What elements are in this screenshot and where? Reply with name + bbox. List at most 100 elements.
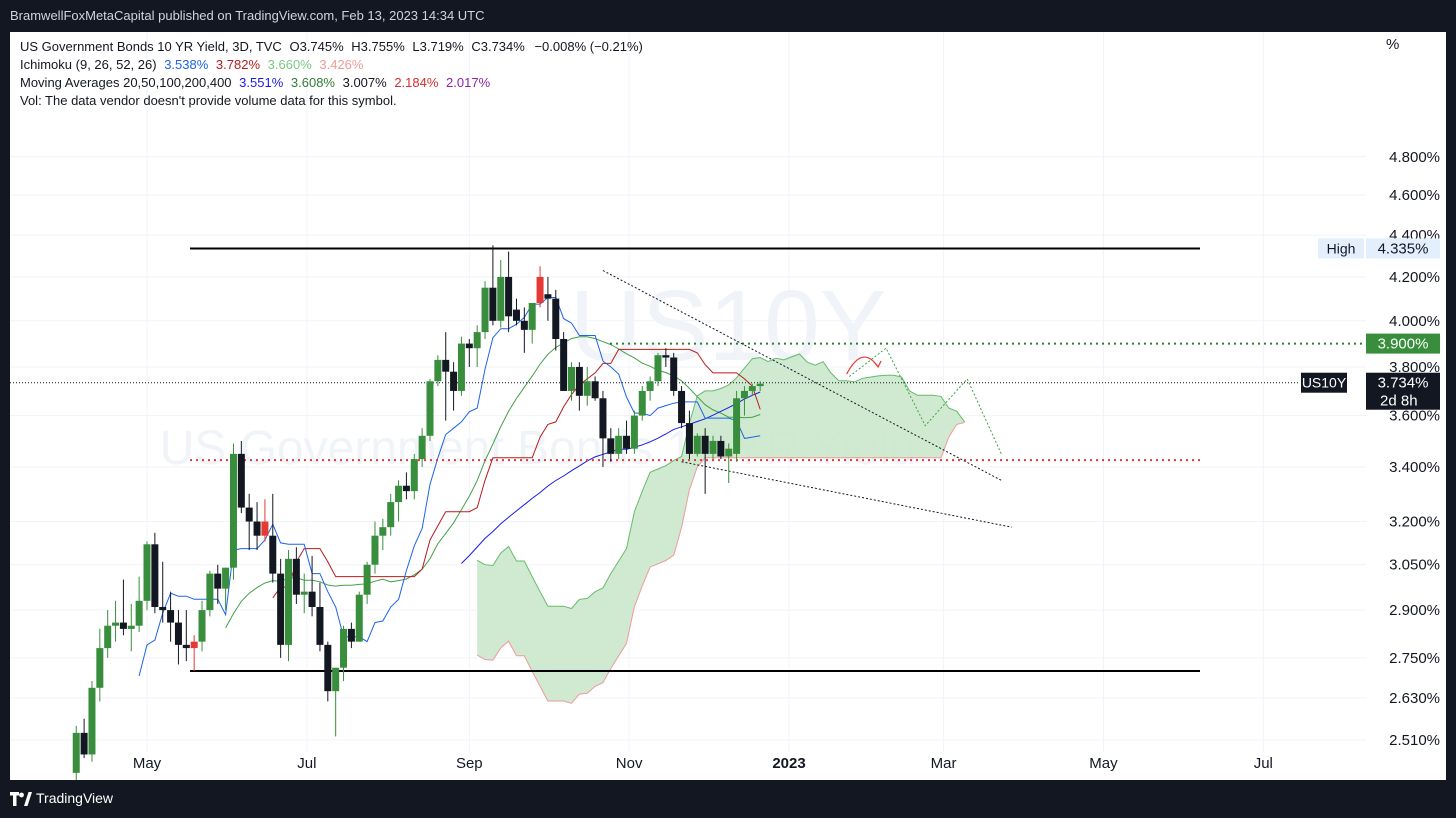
candle[interactable]	[709, 440, 717, 454]
upper-trend-line[interactable]	[602, 270, 1002, 481]
candle[interactable]	[630, 415, 638, 449]
candle[interactable]	[143, 544, 151, 601]
candle[interactable]	[387, 502, 395, 528]
candle[interactable]	[292, 558, 300, 595]
candle[interactable]	[623, 435, 631, 449]
candle[interactable]	[544, 294, 552, 299]
candle[interactable]	[434, 359, 442, 382]
candle[interactable]	[457, 343, 465, 391]
candle[interactable]	[442, 359, 450, 372]
candle[interactable]	[497, 276, 505, 321]
candle[interactable]	[678, 390, 686, 424]
candle[interactable]	[733, 398, 741, 454]
candle[interactable]	[222, 567, 230, 589]
candle[interactable]	[512, 309, 520, 321]
candle[interactable]	[450, 371, 458, 391]
candle[interactable]	[229, 453, 237, 568]
candle[interactable]	[717, 440, 725, 457]
candle[interactable]	[520, 320, 528, 330]
candle[interactable]	[725, 448, 733, 457]
candle[interactable]	[277, 573, 285, 645]
candle[interactable]	[371, 535, 379, 565]
candle[interactable]	[167, 610, 175, 623]
footer-brand[interactable]: TradingView	[36, 790, 114, 806]
legend-low: L3.719%	[412, 39, 464, 54]
legend-ichimoku-row[interactable]: Ichimoku (9, 26, 52, 26) 3.538% 3.782% 3…	[20, 56, 643, 74]
candle[interactable]	[324, 644, 332, 692]
candle[interactable]	[174, 622, 182, 645]
candle[interactable]	[269, 535, 277, 574]
candle[interactable]	[340, 628, 348, 668]
candle[interactable]	[119, 622, 127, 629]
candle[interactable]	[127, 625, 135, 629]
candle[interactable]	[528, 302, 536, 330]
candle[interactable]	[426, 381, 434, 436]
candle[interactable]	[607, 438, 615, 454]
candle[interactable]	[72, 732, 80, 773]
candle[interactable]	[638, 390, 646, 416]
candle[interactable]	[261, 521, 269, 536]
candle[interactable]	[300, 591, 308, 595]
candle[interactable]	[756, 383, 764, 387]
candle[interactable]	[599, 398, 607, 439]
candle[interactable]	[418, 435, 426, 460]
candle[interactable]	[536, 276, 544, 303]
candle[interactable]	[560, 338, 568, 391]
candle[interactable]	[505, 276, 513, 317]
candle[interactable]	[481, 287, 489, 333]
candle[interactable]	[701, 435, 709, 454]
candle[interactable]	[316, 606, 324, 645]
candle[interactable]	[395, 485, 403, 503]
candle[interactable]	[568, 366, 576, 391]
candle[interactable]	[685, 423, 693, 454]
candle[interactable]	[308, 591, 316, 607]
candle[interactable]	[104, 625, 112, 649]
candle[interactable]	[214, 573, 222, 589]
candle[interactable]	[347, 628, 355, 642]
candle[interactable]	[332, 667, 340, 692]
projection-path[interactable]	[848, 347, 1002, 455]
candle[interactable]	[285, 558, 293, 645]
candle[interactable]	[473, 332, 481, 349]
chart-panel[interactable]: US Government Bonds 10 YR Yield, 3D, TVC…	[10, 32, 1446, 780]
candle[interactable]	[654, 355, 662, 382]
candle[interactable]	[190, 641, 198, 649]
candle[interactable]	[402, 485, 410, 492]
candle[interactable]	[410, 459, 418, 492]
candle[interactable]	[583, 381, 591, 396]
candle[interactable]	[379, 527, 387, 536]
y-tick-label: 3.600%	[1389, 408, 1440, 425]
lower-trend-line[interactable]	[681, 461, 1012, 528]
candle[interactable]	[748, 386, 756, 391]
candle[interactable]	[740, 390, 748, 399]
candle[interactable]	[112, 622, 120, 626]
legend-close: C3.734%	[471, 39, 525, 54]
candle[interactable]	[693, 435, 701, 454]
candle[interactable]	[182, 644, 190, 649]
candle[interactable]	[198, 610, 206, 642]
candle[interactable]	[575, 366, 583, 396]
price-chart[interactable]: US10Y US Government Bonds 10 YR Yield 2.…	[10, 32, 1446, 780]
candle[interactable]	[489, 287, 497, 321]
candle[interactable]	[591, 381, 599, 399]
legend-symbol-row[interactable]: US Government Bonds 10 YR Yield, 3D, TVC…	[20, 38, 643, 56]
candle[interactable]	[670, 357, 678, 391]
candle[interactable]	[80, 732, 88, 755]
candle[interactable]	[646, 381, 654, 391]
candle[interactable]	[355, 594, 363, 642]
candle[interactable]	[615, 435, 623, 454]
candle[interactable]	[135, 600, 143, 626]
candle[interactable]	[245, 507, 253, 522]
candle[interactable]	[88, 687, 96, 755]
candle[interactable]	[465, 343, 473, 349]
candle[interactable]	[662, 355, 670, 358]
candle[interactable]	[206, 573, 214, 611]
candle[interactable]	[253, 521, 261, 536]
candle[interactable]	[151, 544, 159, 607]
candle[interactable]	[159, 606, 167, 611]
candle[interactable]	[552, 298, 560, 339]
candle[interactable]	[96, 648, 104, 688]
candle[interactable]	[363, 564, 371, 595]
legend-ma-row[interactable]: Moving Averages 20,50,100,200,400 3.551%…	[20, 74, 643, 92]
candle[interactable]	[237, 453, 245, 508]
